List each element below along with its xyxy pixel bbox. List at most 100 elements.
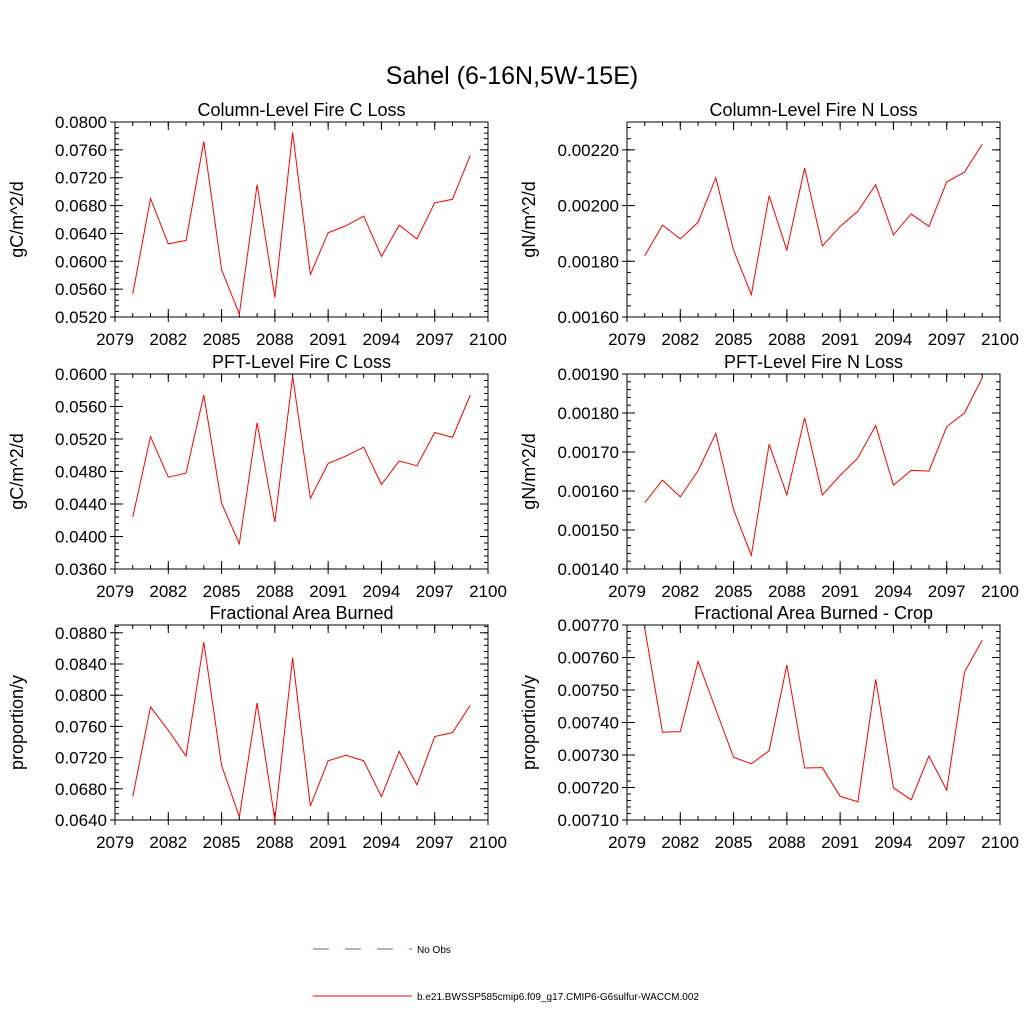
x-tick-label: 2082 — [661, 582, 699, 601]
y-tick-label: 0.0560 — [55, 398, 107, 417]
y-tick-label: 0.0640 — [55, 224, 107, 243]
x-tick-label: 2088 — [768, 833, 806, 852]
chart-panel-1: Column-Level Fire C Loss gC/m^2/d 2079 2082… — [7, 100, 507, 349]
plot-frame — [114, 624, 489, 821]
y-tick-label: 0.00200 — [558, 197, 619, 216]
x-tick-label: 2094 — [363, 582, 401, 601]
x-tick-label: 2097 — [928, 833, 966, 852]
x-tick-label: 2091 — [309, 582, 347, 601]
x-tick-label: 2079 — [608, 833, 646, 852]
x-tick-label: 2079 — [608, 330, 646, 349]
chart-panel-4: PFT-Level Fire N Loss gN/m^2/d 2079 2082 208… — [519, 352, 1019, 601]
y-axis-label: gN/m^2/d — [519, 181, 539, 257]
x-tick-label: 2097 — [416, 833, 454, 852]
y-axis-label: proportion/y — [7, 675, 27, 770]
legend: No Obs b.e21.BWSSP585cmip6.f09_g17.CMIP6… — [313, 945, 699, 1003]
x-tick-label: 2094 — [875, 833, 913, 852]
x-tick-label: 2082 — [661, 833, 699, 852]
x-tick-label: 2094 — [363, 330, 401, 349]
chart-title: PFT-Level Fire C Loss — [212, 352, 391, 372]
y-tick-label: 0.00150 — [558, 521, 619, 540]
x-tick-label: 2085 — [203, 833, 241, 852]
x-tick-label: 2079 — [96, 582, 134, 601]
y-tick-label: 0.0680 — [55, 197, 107, 216]
x-tick-label: 2085 — [203, 330, 241, 349]
y-tick-label: 0.00160 — [558, 308, 619, 327]
x-tick-label: 2085 — [715, 582, 753, 601]
series-line — [132, 376, 471, 546]
plot-frame — [626, 373, 1001, 570]
x-tick-label: 2079 — [96, 330, 134, 349]
x-tick-label: 2085 — [715, 833, 753, 852]
series-line — [132, 642, 471, 821]
x-tick-label: 2082 — [149, 833, 187, 852]
x-tick-label: 2079 — [608, 582, 646, 601]
chart-title: Column-Level Fire C Loss — [197, 100, 405, 120]
y-tick-label: 0.0600 — [55, 365, 107, 384]
series-line — [644, 628, 983, 803]
x-tick-label: 2100 — [981, 582, 1019, 601]
x-tick-label: 2094 — [875, 582, 913, 601]
series-line — [644, 144, 983, 297]
y-tick-label: 0.0520 — [55, 430, 107, 449]
y-tick-label: 0.00180 — [558, 404, 619, 423]
y-tick-label: 0.0720 — [55, 749, 107, 768]
y-tick-label: 0.00140 — [558, 560, 619, 579]
y-tick-label: 0.00220 — [558, 141, 619, 160]
chart-panel-2: Column-Level Fire N Loss gN/m^2/d 2079 2082… — [519, 100, 1019, 349]
y-tick-label: 0.0720 — [55, 169, 107, 188]
y-axis-label: gN/m^2/d — [519, 433, 539, 509]
y-axis-label: gC/m^2/d — [7, 433, 27, 509]
x-tick-label: 2100 — [981, 833, 1019, 852]
figure-title: Sahel (6-16N,5W-15E) — [386, 62, 638, 90]
y-tick-label: 0.0800 — [55, 686, 107, 705]
x-tick-label: 2094 — [363, 833, 401, 852]
x-tick-label: 2088 — [768, 582, 806, 601]
x-tick-label: 2091 — [821, 330, 859, 349]
x-tick-label: 2097 — [416, 582, 454, 601]
y-tick-label: 0.0760 — [55, 717, 107, 736]
y-tick-label: 0.0560 — [55, 280, 107, 299]
y-tick-label: 0.00730 — [558, 746, 619, 765]
plot-frame — [626, 121, 1001, 318]
x-tick-label: 2100 — [469, 330, 507, 349]
chart-title: Fractional Area Burned - Crop — [694, 603, 933, 623]
y-tick-label: 0.0640 — [55, 811, 107, 830]
x-tick-label: 2097 — [928, 330, 966, 349]
x-tick-label: 2091 — [309, 330, 347, 349]
y-tick-label: 0.0800 — [55, 113, 107, 132]
x-tick-label: 2091 — [821, 833, 859, 852]
x-tick-label: 2100 — [469, 833, 507, 852]
x-tick-label: 2082 — [661, 330, 699, 349]
y-tick-label: 0.0600 — [55, 252, 107, 271]
x-tick-label: 2091 — [821, 582, 859, 601]
chart-panel-3: PFT-Level Fire C Loss gC/m^2/d 2079 2082 208… — [7, 352, 507, 601]
x-tick-label: 2079 — [96, 833, 134, 852]
x-tick-label: 2094 — [875, 330, 913, 349]
chart-panel-5: Fractional Area Burned proportion/y 2079 20… — [7, 603, 507, 852]
y-tick-label: 0.0480 — [55, 463, 107, 482]
chart-title: PFT-Level Fire N Loss — [724, 352, 903, 372]
y-tick-label: 0.0400 — [55, 528, 107, 547]
x-tick-label: 2100 — [469, 582, 507, 601]
y-tick-label: 0.00180 — [558, 252, 619, 271]
panels: Column-Level Fire C Loss gC/m^2/d 2079 2082… — [7, 100, 1019, 852]
series-line — [644, 377, 983, 558]
chart-title: Fractional Area Burned — [209, 603, 393, 623]
x-tick-label: 2088 — [256, 330, 294, 349]
chart-title: Column-Level Fire N Loss — [709, 100, 917, 120]
x-tick-label: 2097 — [928, 582, 966, 601]
y-tick-label: 0.00760 — [558, 649, 619, 668]
y-tick-label: 0.00740 — [558, 714, 619, 733]
y-tick-label: 0.00750 — [558, 681, 619, 700]
legend-model-label: b.e21.BWSSP585cmip6.f09_g17.CMIP6-G6sulf… — [417, 992, 699, 1003]
y-tick-label: 0.00190 — [558, 365, 619, 384]
y-tick-label: 0.00160 — [558, 482, 619, 501]
x-tick-label: 2100 — [981, 330, 1019, 349]
x-tick-label: 2088 — [768, 330, 806, 349]
x-tick-label: 2088 — [256, 833, 294, 852]
y-tick-label: 0.0360 — [55, 560, 107, 579]
series-line — [132, 132, 471, 317]
chart-panel-6: Fractional Area Burned - Crop proportion/… — [519, 603, 1019, 852]
